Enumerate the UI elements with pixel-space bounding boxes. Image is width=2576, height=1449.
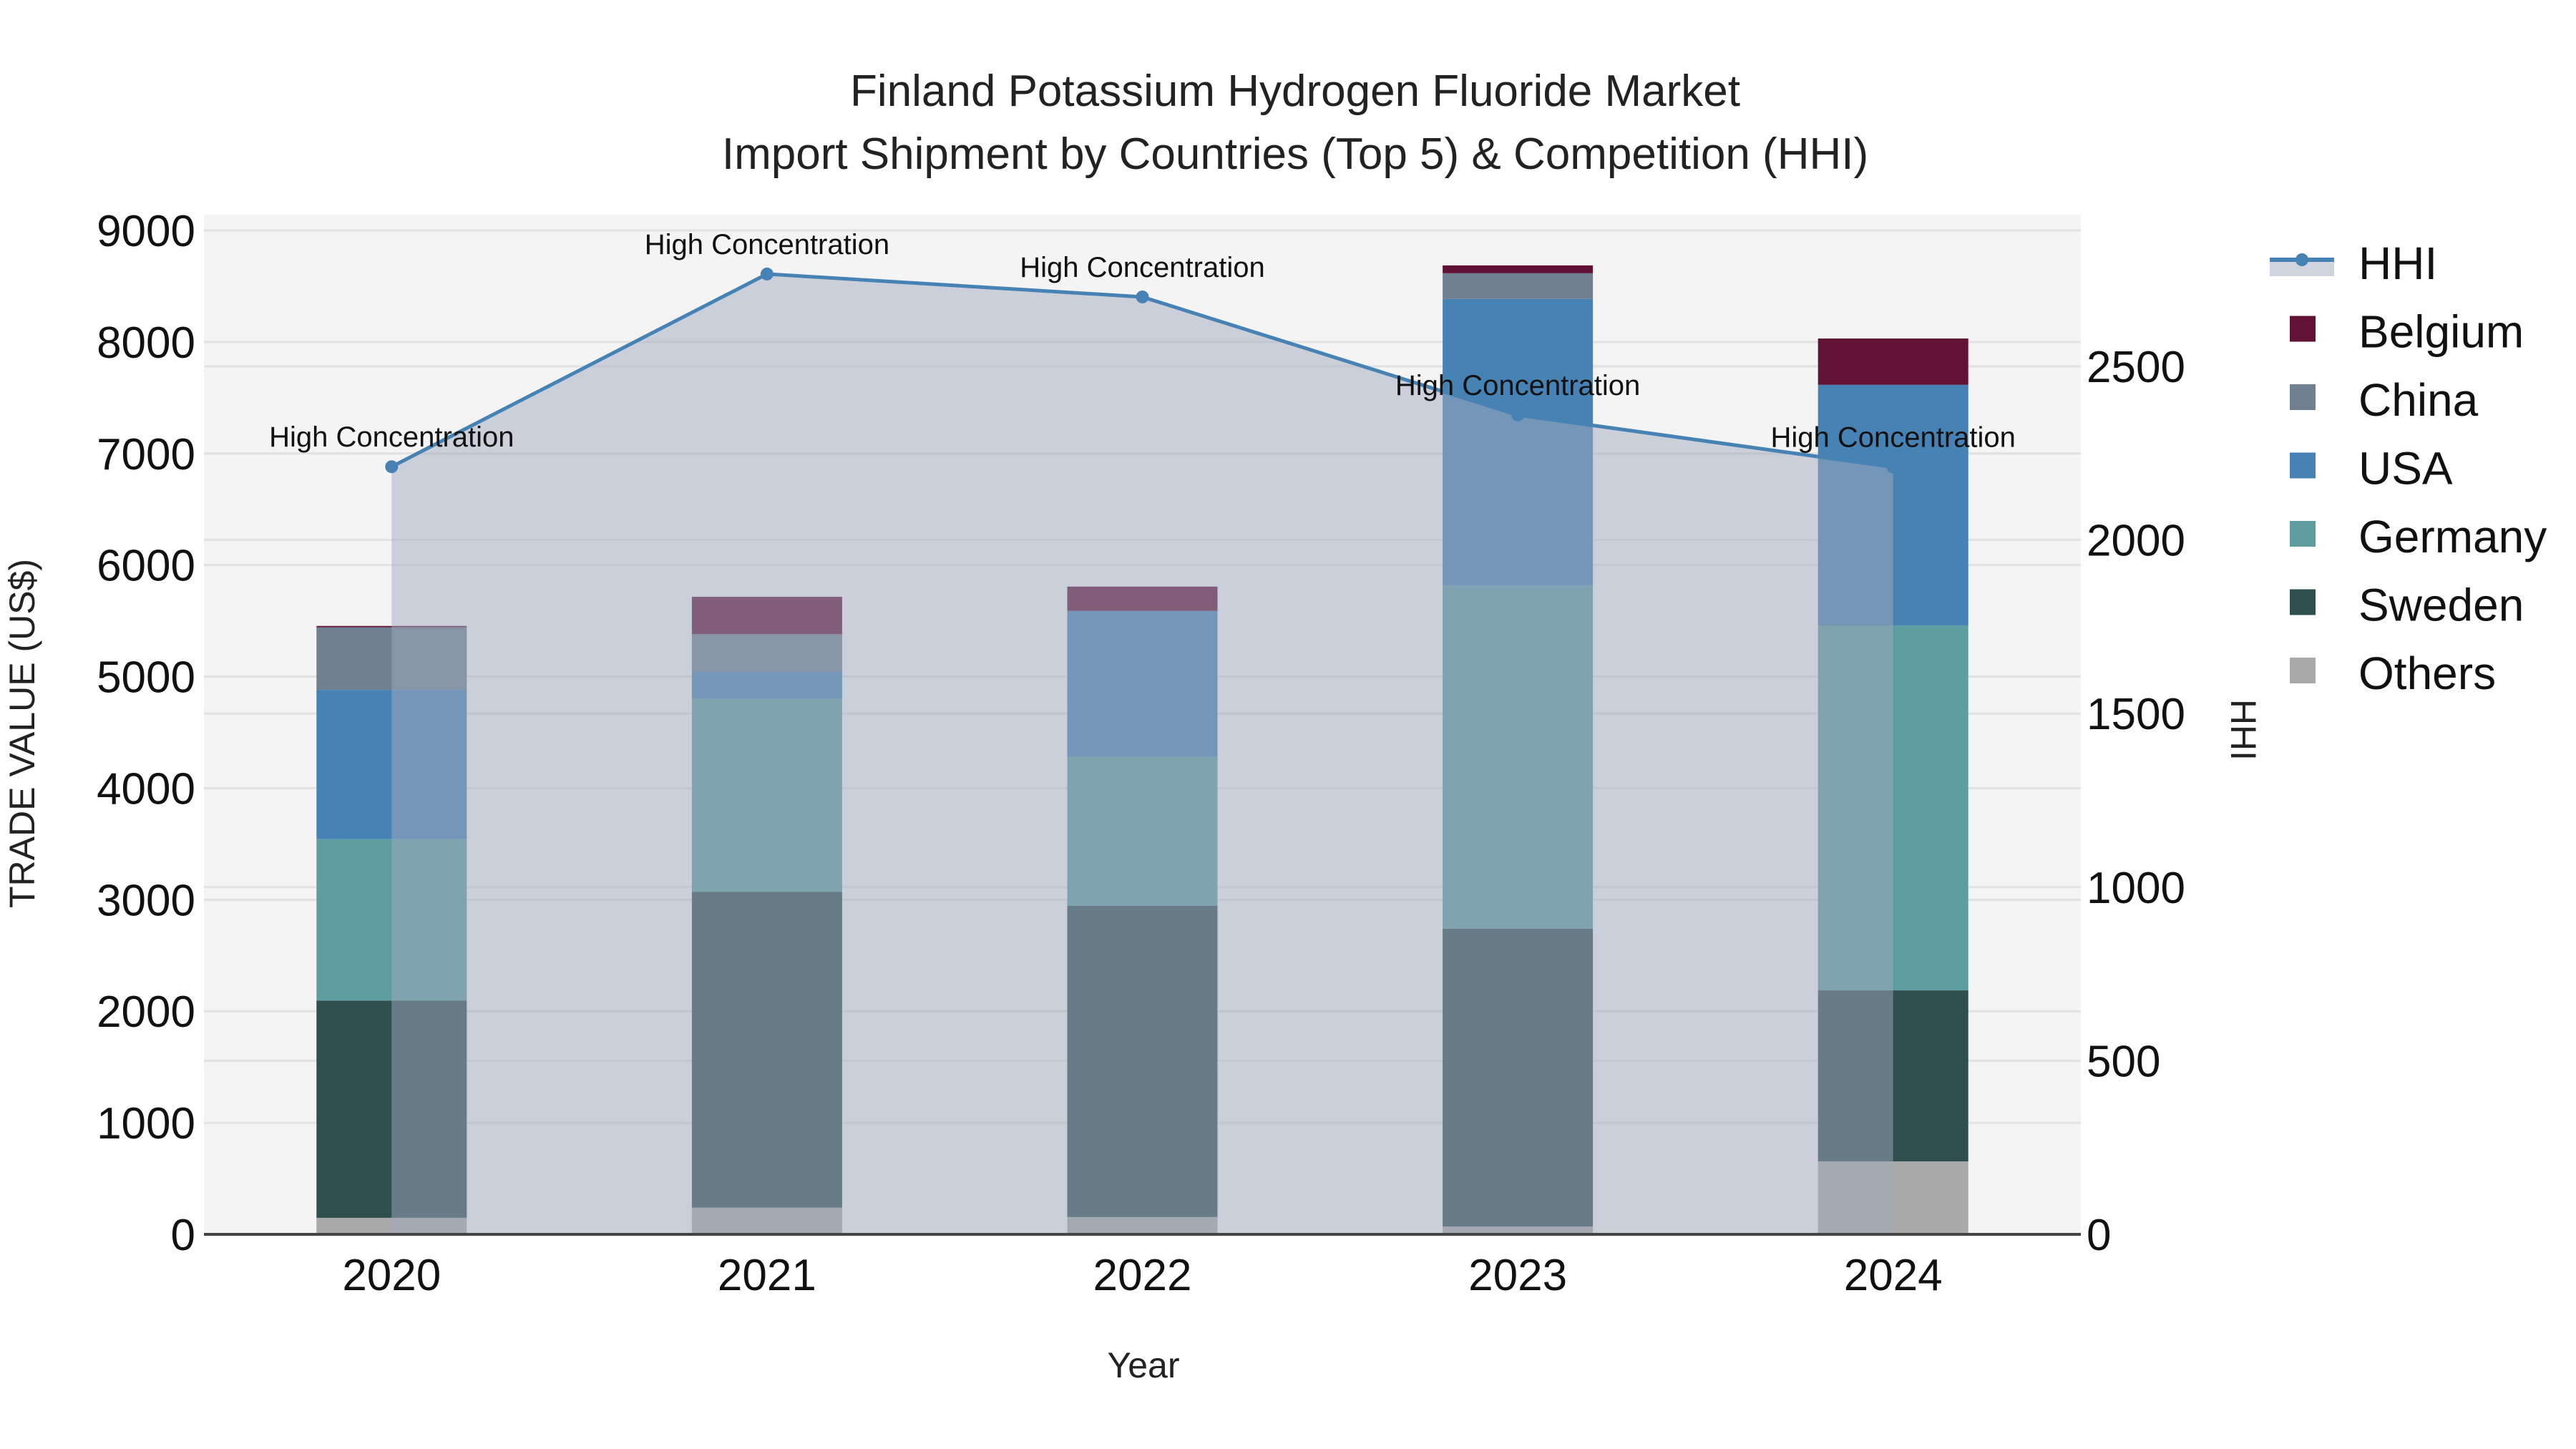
legend-item-china[interactable]: China — [2290, 374, 2479, 426]
hhi-annotation: High Concentration — [645, 229, 889, 260]
svg-text:USA: USA — [2358, 443, 2453, 494]
svg-text:7000: 7000 — [97, 430, 195, 479]
hhi-point — [1136, 290, 1149, 303]
svg-text:3000: 3000 — [97, 876, 195, 925]
hhi-annotation: High Concentration — [1395, 370, 1640, 401]
x-axis-title: Year — [1107, 1345, 1179, 1385]
bar-segment-china-2023 — [1443, 273, 1594, 299]
hhi-point — [1511, 408, 1525, 421]
legend-item-usa[interactable]: USA — [2290, 443, 2453, 494]
svg-text:2500: 2500 — [2087, 343, 2185, 392]
bar-segment-belgium-2024 — [1818, 338, 1968, 385]
svg-text:Belgium: Belgium — [2358, 306, 2524, 358]
hhi-point — [760, 267, 774, 280]
y2-axis-ticks: 0 500 1000 1500 2000 2500 — [2087, 343, 2185, 1260]
bar-segment-belgium-2023 — [1443, 265, 1594, 273]
svg-text:2021: 2021 — [718, 1251, 816, 1300]
hhi-annotations: High Concentration High Concentration High… — [269, 229, 2016, 454]
legend-item-sweden[interactable]: Sweden — [2290, 580, 2524, 631]
hhi-line — [385, 267, 1900, 474]
legend: HHI Belgium China USA Germany Sweden Others — [2270, 238, 2547, 699]
svg-text:HHI: HHI — [2358, 238, 2437, 289]
svg-text:2023: 2023 — [1468, 1251, 1567, 1300]
y-axis-ticks: 0 1000 2000 3000 4000 5000 6000 7000 8000 9000 — [97, 207, 195, 1260]
svg-text:Germany: Germany — [2358, 511, 2547, 562]
x-axis-ticks: 2020 2021 2022 2023 2024 — [342, 1251, 1942, 1300]
svg-text:2024: 2024 — [1844, 1251, 1943, 1300]
svg-text:2000: 2000 — [2087, 517, 2185, 566]
svg-text:2022: 2022 — [1093, 1251, 1192, 1300]
svg-text:6000: 6000 — [97, 542, 195, 591]
legend-item-germany[interactable]: Germany — [2290, 511, 2547, 562]
svg-text:2020: 2020 — [342, 1251, 441, 1300]
y-axis-title: TRADE VALUE (US$) — [2, 559, 42, 908]
hhi-annotation: High Concentration — [1020, 252, 1264, 283]
svg-text:500: 500 — [2087, 1037, 2160, 1086]
svg-text:Others: Others — [2358, 648, 2496, 699]
legend-item-belgium[interactable]: Belgium — [2290, 306, 2524, 358]
chart-title: Finland Potassium Hydrogen Fluoride Mark… — [850, 67, 1740, 116]
legend-item-others[interactable]: Others — [2290, 648, 2496, 699]
hhi-point — [385, 460, 399, 474]
svg-text:1500: 1500 — [2087, 690, 2185, 739]
svg-text:1000: 1000 — [2087, 864, 2185, 913]
svg-text:8000: 8000 — [97, 318, 195, 368]
svg-text:9000: 9000 — [97, 207, 195, 256]
hhi-annotation: High Concentration — [1770, 422, 2015, 454]
svg-text:4000: 4000 — [97, 764, 195, 814]
svg-text:5000: 5000 — [97, 653, 195, 703]
svg-text:Sweden: Sweden — [2358, 580, 2524, 631]
svg-text:0: 0 — [171, 1211, 195, 1260]
svg-text:China: China — [2358, 374, 2479, 426]
chart-subtitle: Import Shipment by Countries (Top 5) & C… — [722, 130, 1868, 179]
legend-item-hhi[interactable]: HHI — [2270, 238, 2437, 289]
svg-text:2000: 2000 — [97, 987, 195, 1037]
y2-axis-title: HHI — [2223, 699, 2263, 761]
svg-text:1000: 1000 — [97, 1099, 195, 1148]
hhi-annotation: High Concentration — [269, 421, 514, 453]
hhi-area — [391, 273, 1893, 1235]
hhi-point — [1886, 460, 1900, 474]
svg-text:0: 0 — [2087, 1211, 2111, 1260]
